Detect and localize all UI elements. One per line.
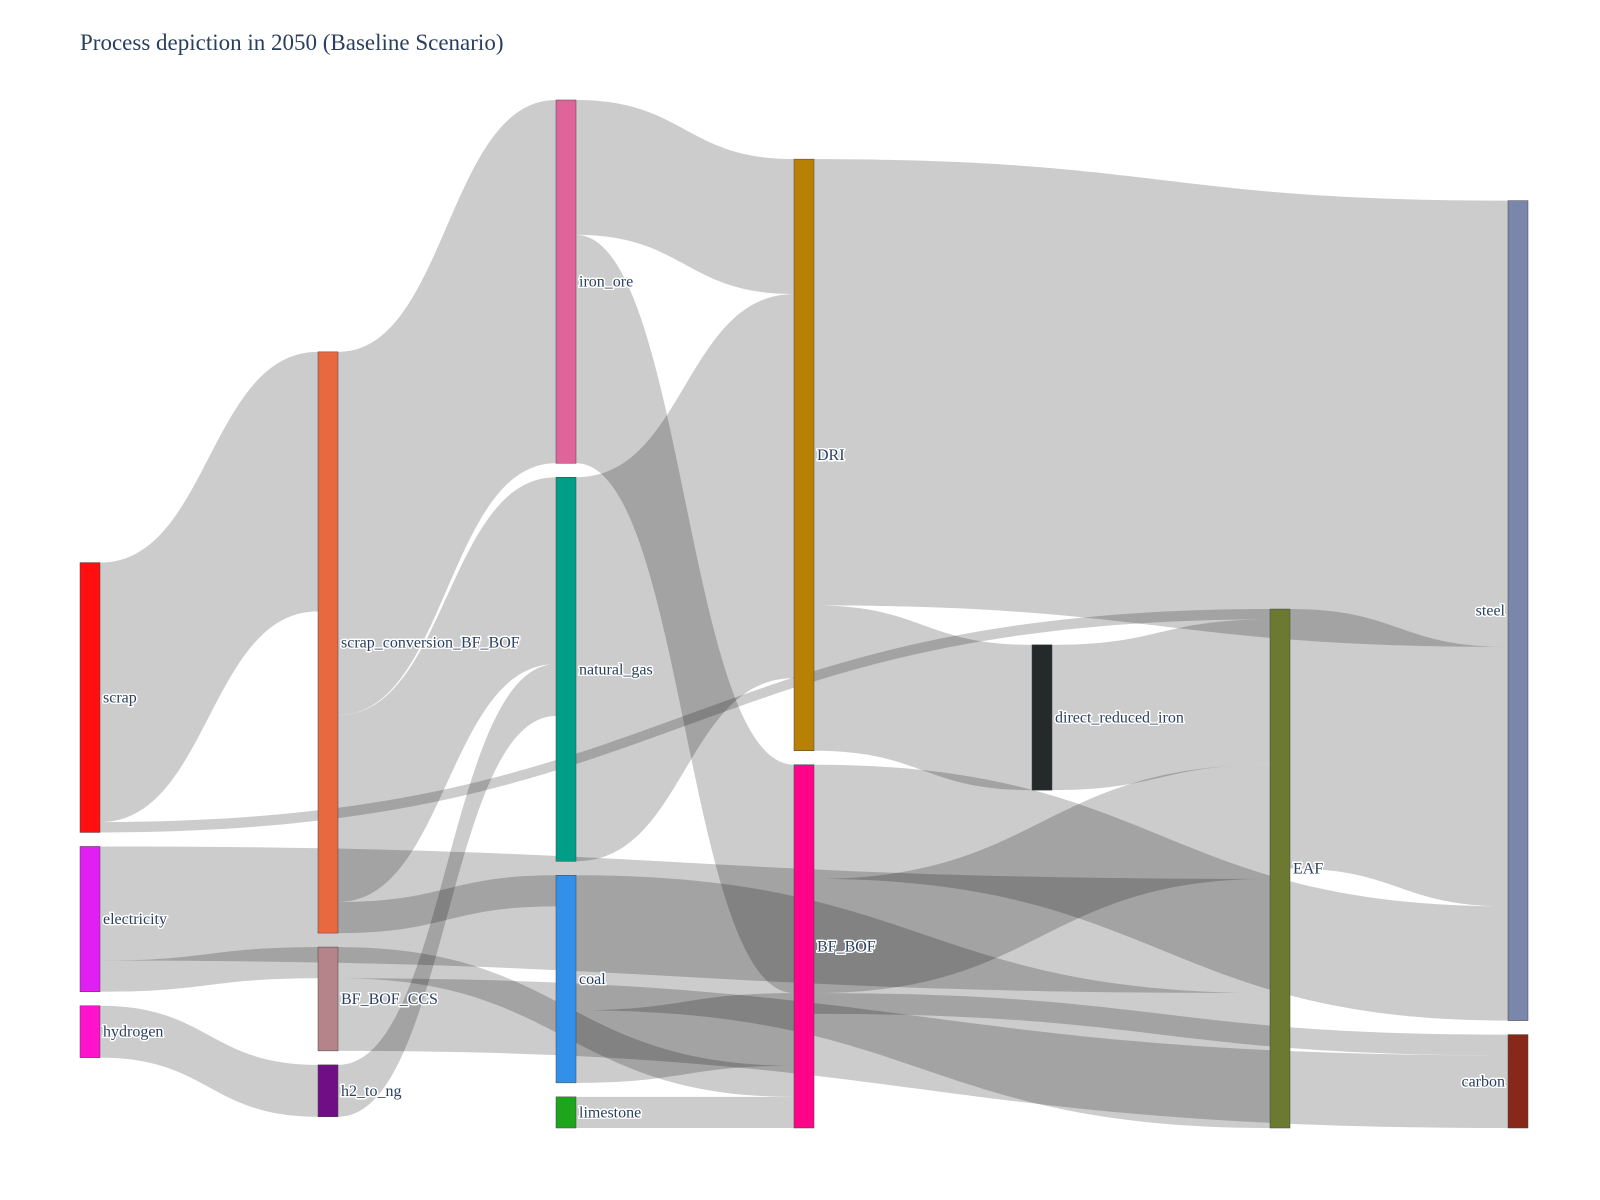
link-h2_to_ng-to-natural_gas[interactable]	[338, 664, 556, 1117]
link-hydrogen-to-h2_to_ng[interactable]	[100, 1005, 318, 1117]
node-label-hydrogen: hydrogen	[103, 1024, 163, 1041]
node-label-steel: steel	[1476, 603, 1506, 620]
node-iron_ore[interactable]	[555, 99, 577, 464]
node-label-carbon: carbon	[1461, 1073, 1505, 1090]
node-label-direct_reduced_iron: direct_reduced_iron	[1055, 709, 1184, 726]
link-scrap-to-EAF[interactable]	[100, 609, 1270, 833]
node-label-natural_gas: natural_gas	[579, 661, 653, 678]
link-limestone-to-BF_BOF[interactable]	[576, 1096, 794, 1128]
node-label-coal: coal	[579, 971, 606, 988]
link-DRI-to-direct_reduced_iron[interactable]	[814, 605, 1032, 791]
link-scrap_conversion_BF_BOF-to-iron_ore[interactable]	[338, 100, 556, 716]
link-BF_BOF_CCS-to-carbon[interactable]	[338, 978, 1508, 1128]
node-BF_BOF_CCS[interactable]	[317, 946, 339, 1052]
link-natural_gas-to-DRI[interactable]	[576, 294, 794, 862]
node-EAF[interactable]	[1269, 608, 1291, 1129]
node-label-electricity: electricity	[103, 911, 167, 928]
node-scrap_conversion_BF_BOF[interactable]	[317, 351, 339, 934]
node-limestone[interactable]	[555, 1096, 577, 1129]
link-BF_BOF-to-carbon[interactable]	[814, 993, 1508, 1056]
link-coal-to-BF_BOF[interactable]	[576, 993, 794, 1083]
chart-title: Process depiction in 2050 (Baseline Scen…	[80, 30, 503, 55]
node-carbon[interactable]	[1507, 1034, 1529, 1129]
node-hydrogen[interactable]	[79, 1005, 101, 1058]
sankey-nodes	[79, 99, 1529, 1129]
link-BF_BOF-to-steel[interactable]	[814, 764, 1508, 1021]
link-scrap_conversion_BF_BOF-to-natural_gas[interactable]	[338, 477, 556, 902]
node-natural_gas[interactable]	[555, 477, 577, 862]
link-direct_reduced_iron-to-EAF[interactable]	[1052, 619, 1270, 791]
link-electricity-to-BF_BOF_CCS[interactable]	[100, 947, 318, 992]
link-DRI-to-steel[interactable]	[814, 159, 1508, 647]
link-iron_ore-to-BF_BOF[interactable]	[576, 234, 794, 994]
link-iron_ore-to-DRI[interactable]	[576, 100, 794, 295]
link-scrap-to-scrap_conversion_BF_BOF[interactable]	[100, 351, 318, 823]
node-label-BF_BOF_CCS: BF_BOF_CCS	[341, 991, 438, 1008]
node-label-scrap_conversion_BF_BOF: scrap_conversion_BF_BOF	[341, 634, 520, 651]
node-scrap[interactable]	[79, 562, 101, 833]
node-BF_BOF[interactable]	[793, 764, 815, 1129]
sankey-labels: scrap electricity hydrogen scrap_conversion…	[102, 272, 1508, 1123]
node-label-BF_BOF: BF_BOF	[817, 938, 876, 955]
node-label-DRI: DRI	[817, 447, 845, 464]
node-h2_to_ng[interactable]	[317, 1064, 339, 1118]
node-steel[interactable]	[1507, 200, 1529, 1021]
link-coal-to-EAF[interactable]	[576, 875, 1270, 1128]
node-label-scrap: scrap	[103, 690, 137, 707]
link-BF_BOF-to-EAF[interactable]	[814, 764, 1270, 994]
node-label-h2_to_ng: h2_to_ng	[341, 1083, 401, 1100]
node-label-EAF: EAF	[1293, 861, 1323, 878]
node-DRI[interactable]	[793, 158, 815, 751]
node-label-iron_ore: iron_ore	[579, 274, 633, 291]
link-EAF-to-steel[interactable]	[1290, 609, 1508, 907]
sankey-links	[100, 100, 1508, 1128]
node-coal[interactable]	[555, 875, 577, 1084]
link-scrap_conversion_BF_BOF-to-coal[interactable]	[338, 875, 556, 934]
node-electricity[interactable]	[79, 846, 101, 993]
node-label-limestone: limestone	[579, 1104, 641, 1121]
node-direct_reduced_iron[interactable]	[1031, 644, 1053, 791]
link-electricity-to-EAF[interactable]	[100, 846, 1270, 994]
